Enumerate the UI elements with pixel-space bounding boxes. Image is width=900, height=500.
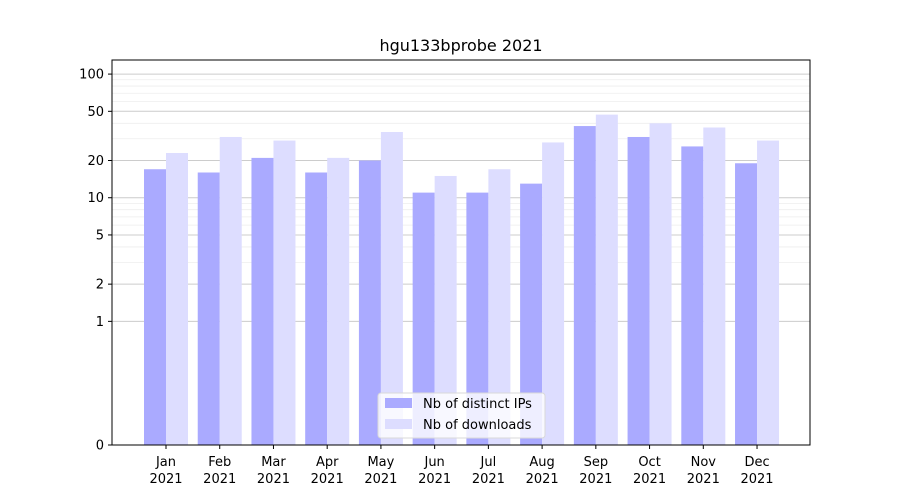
x-tick-label-month: Apr <box>316 455 339 470</box>
x-tick-label-year: 2021 <box>526 472 559 487</box>
x-tick-label-month: May <box>367 455 394 470</box>
bar-nb-of-downloads-jan <box>166 153 188 445</box>
x-tick-label-year: 2021 <box>472 472 505 487</box>
x-tick-label-month: Jun <box>423 455 444 470</box>
bars <box>144 114 780 446</box>
x-tick-label-year: 2021 <box>633 472 666 487</box>
x-tick-label-year: 2021 <box>687 472 720 487</box>
y-tick-label: 2 <box>96 278 104 293</box>
bar-nb-of-downloads-dec <box>757 140 780 445</box>
bar-nb-of-downloads-nov <box>703 127 726 446</box>
legend: Nb of distinct IPs Nb of downloads <box>377 392 546 439</box>
x-tick-label-month: Nov <box>691 455 717 470</box>
bar-nb-of-distinct-ips-oct <box>627 136 650 445</box>
x-tick-label-year: 2021 <box>364 472 397 487</box>
bar-nb-of-downloads-jul <box>488 169 511 445</box>
legend-swatch <box>385 398 412 408</box>
bar-nb-of-distinct-ips-feb <box>197 172 220 446</box>
bar-nb-of-distinct-ips-jan <box>144 169 166 445</box>
bar-nb-of-downloads-may <box>380 132 403 446</box>
bar-nb-of-distinct-ips-dec <box>735 163 758 445</box>
x-tick-label-year: 2021 <box>257 472 290 487</box>
x-tick-label-year: 2021 <box>418 472 451 487</box>
bar-nb-of-downloads-jun <box>434 175 457 445</box>
bar-nb-of-distinct-ips-sep <box>573 126 596 445</box>
x-tick-label-year: 2021 <box>203 472 236 487</box>
bar-nb-of-distinct-ips-jun <box>412 192 435 445</box>
bar-nb-of-distinct-ips-mar <box>251 157 274 446</box>
x-tick-label-month: Aug <box>529 455 554 470</box>
x-tick-label-year: 2021 <box>740 472 773 487</box>
y-axis: 0 1 2 5 10 20 50 100 <box>79 68 112 454</box>
chart-title: hgu133bprobe 2021 <box>379 36 542 55</box>
bar-nb-of-distinct-ips-apr <box>305 172 328 446</box>
bar-nb-of-downloads-feb <box>219 136 242 445</box>
bar-nb-of-downloads-apr <box>327 157 350 446</box>
x-tick-label-month: Jan <box>155 455 176 470</box>
y-tick-label: 10 <box>87 191 104 206</box>
plot-frame <box>111 59 811 446</box>
x-tick-label-month: Dec <box>744 455 769 470</box>
y-tick-label: 0 <box>96 439 104 454</box>
bar-nb-of-downloads-sep <box>595 114 618 445</box>
y-tick-label: 1 <box>96 315 104 330</box>
legend-swatch <box>385 419 412 429</box>
x-tick-label-year: 2021 <box>311 472 344 487</box>
x-tick-label-month: Jul <box>480 455 497 470</box>
x-axis: Jan 2021 Feb 2021 Mar 2021 Apr 2021 May 2021 Jun 20… <box>149 445 774 487</box>
x-tick-label-year: 2021 <box>579 472 612 487</box>
bar-nb-of-distinct-ips-jul <box>466 192 489 445</box>
bar-nb-of-downloads-aug <box>542 142 565 445</box>
legend-box <box>377 392 546 439</box>
legend-label: Nb of distinct IPs <box>423 397 532 412</box>
bar-nb-of-downloads-oct <box>649 123 672 445</box>
x-tick-label-month: Mar <box>261 455 286 470</box>
x-tick-label-year: 2021 <box>149 472 182 487</box>
x-tick-label-month: Oct <box>638 455 660 470</box>
x-tick-label-month: Sep <box>584 455 609 470</box>
x-tick-label-month: Feb <box>208 455 231 470</box>
y-tick-label: 5 <box>96 228 104 243</box>
y-tick-label: 100 <box>79 68 104 83</box>
bar-nb-of-distinct-ips-aug <box>520 183 543 445</box>
y-tick-label: 50 <box>87 105 104 120</box>
bar-nb-of-distinct-ips-nov <box>681 146 704 445</box>
bar-nb-of-downloads-mar <box>273 140 296 445</box>
legend-label: Nb of downloads <box>423 418 532 433</box>
y-tick-label: 20 <box>87 154 104 169</box>
bar-nb-of-distinct-ips-may <box>358 160 381 445</box>
